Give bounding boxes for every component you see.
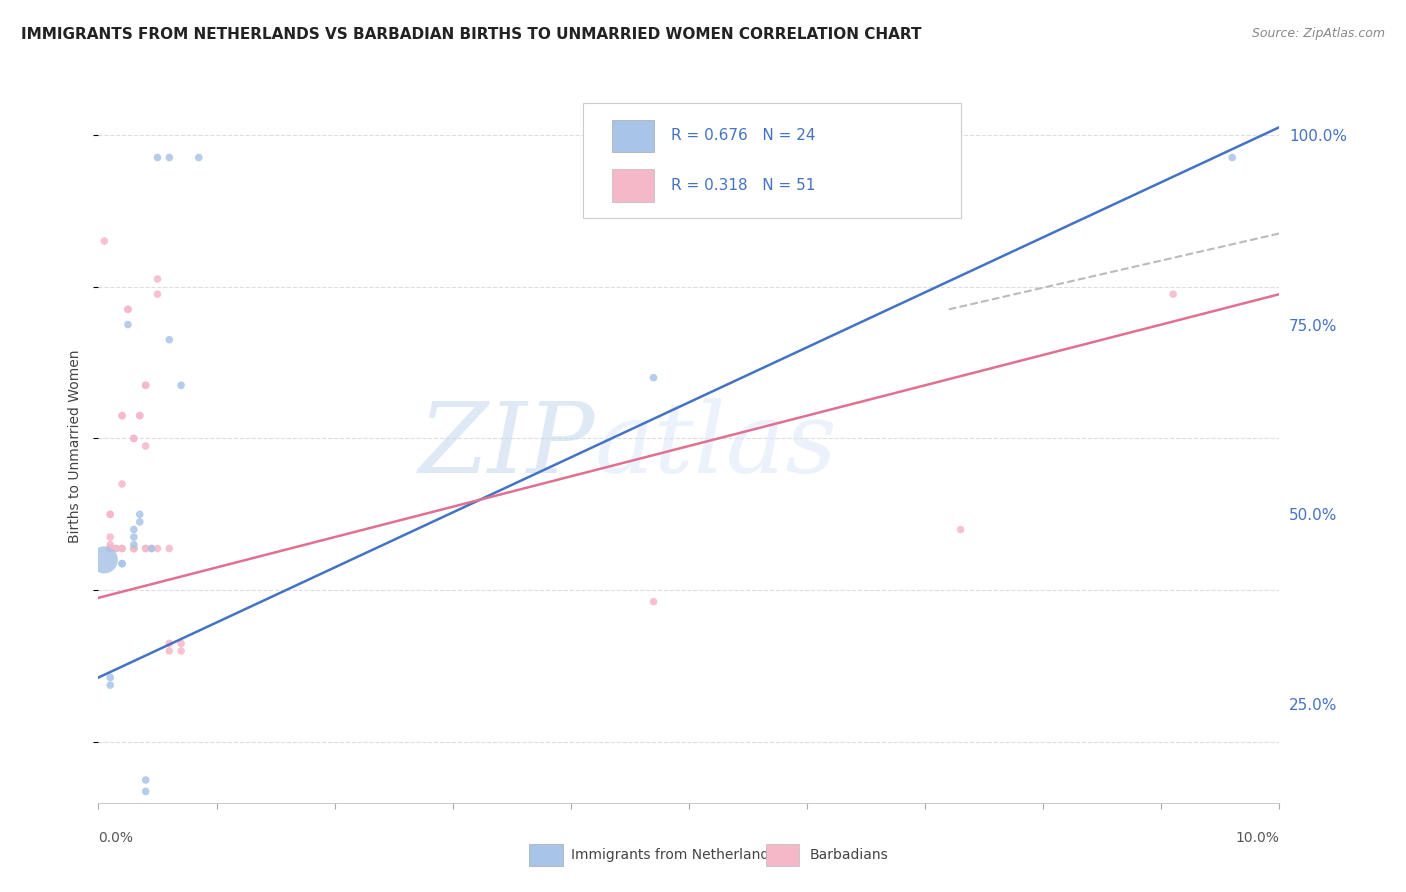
Point (98, 541, 121, 556)
Point (135, 772, 157, 787)
Text: Source: ZipAtlas.com: Source: ZipAtlas.com (1251, 27, 1385, 40)
Point (98, 541, 121, 556)
FancyBboxPatch shape (582, 103, 960, 218)
Point (1220, 151, 1243, 165)
Point (122, 431, 145, 445)
Point (157, 541, 180, 556)
Point (98, 671, 121, 685)
Point (170, 378, 193, 392)
Point (111, 409, 134, 423)
Bar (612, 120, 654, 152)
Point (128, 515, 150, 529)
Point (117, 302, 139, 317)
Point (146, 272, 169, 286)
Point (98, 508, 121, 522)
Point (111, 557, 134, 571)
Point (98, 538, 121, 552)
Point (122, 541, 145, 556)
Text: R = 0.318   N = 51: R = 0.318 N = 51 (671, 178, 815, 193)
Point (111, 541, 134, 556)
Point (949, 523, 972, 537)
Text: 10.0%: 10.0% (1236, 831, 1279, 845)
Point (122, 431, 145, 445)
Point (98, 530, 121, 544)
Point (146, 287, 169, 301)
Point (135, 541, 157, 556)
Point (122, 541, 145, 556)
Bar (530, 844, 562, 865)
Point (146, 541, 169, 556)
Point (157, 644, 180, 658)
Point (128, 508, 150, 522)
Text: atlas: atlas (595, 399, 837, 493)
Point (170, 644, 193, 658)
Bar (766, 844, 799, 865)
Point (643, 594, 665, 608)
Point (98, 541, 121, 556)
Point (122, 530, 145, 544)
Point (135, 378, 157, 392)
Point (146, 151, 169, 165)
Point (105, 541, 128, 556)
Point (128, 409, 150, 423)
Text: IMMIGRANTS FROM NETHERLANDS VS BARBADIAN BIRTHS TO UNMARRIED WOMEN CORRELATION C: IMMIGRANTS FROM NETHERLANDS VS BARBADIAN… (21, 27, 921, 42)
Point (643, 370, 665, 384)
Point (117, 302, 139, 317)
Point (122, 538, 145, 552)
Point (98, 678, 121, 692)
Point (98, 541, 121, 556)
Point (170, 636, 193, 650)
Point (128, 409, 150, 423)
Point (98, 508, 121, 522)
Point (135, 439, 157, 453)
Point (135, 378, 157, 392)
Text: Immigrants from Netherlands: Immigrants from Netherlands (571, 848, 776, 862)
Point (105, 541, 128, 556)
Point (111, 477, 134, 491)
Point (1161, 287, 1184, 301)
Text: Barbadians: Barbadians (810, 848, 889, 862)
Point (117, 318, 139, 332)
Point (157, 333, 180, 347)
Point (135, 784, 157, 798)
Bar (612, 169, 654, 202)
Text: ZIP: ZIP (418, 399, 595, 493)
Point (98, 541, 121, 556)
Point (111, 409, 134, 423)
Point (135, 541, 157, 556)
Point (93, 234, 115, 248)
Point (187, 151, 209, 165)
Point (111, 541, 134, 556)
Y-axis label: Births to Unmarried Women: Births to Unmarried Women (69, 350, 83, 542)
Point (122, 523, 145, 537)
Point (122, 541, 145, 556)
Point (111, 557, 134, 571)
Text: 0.0%: 0.0% (98, 831, 134, 845)
Point (141, 541, 163, 556)
Text: R = 0.676   N = 24: R = 0.676 N = 24 (671, 128, 815, 143)
Point (157, 151, 180, 165)
Point (141, 541, 163, 556)
Point (98, 541, 121, 556)
Point (157, 636, 180, 650)
Point (93, 553, 115, 567)
